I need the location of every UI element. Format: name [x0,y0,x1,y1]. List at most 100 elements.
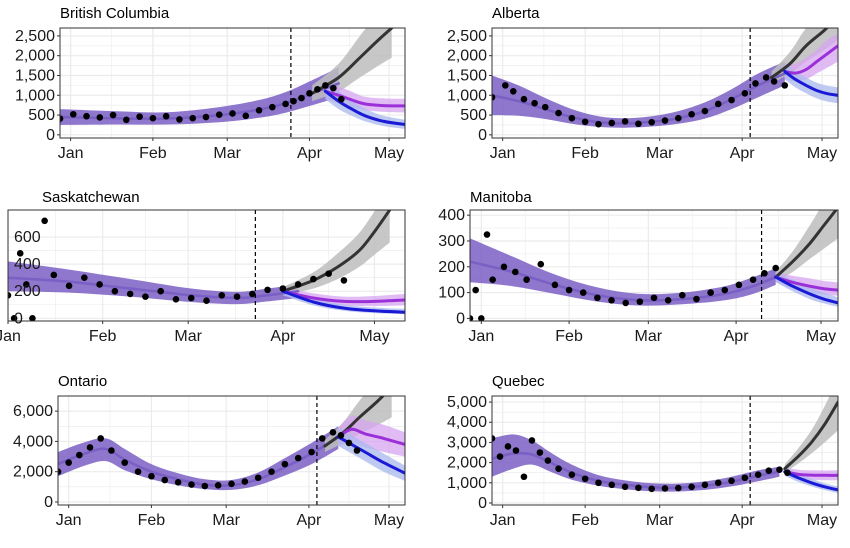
observed-point [776,466,783,473]
line-blue [783,70,838,97]
observed-point [290,97,297,105]
x-tick-label: May [374,145,404,162]
observed-point [635,484,642,492]
y-tick-label: 4,000 [447,414,487,431]
observed-point [608,481,616,489]
observed-point [728,477,735,485]
observed-point [608,119,616,127]
observed-point [294,454,302,462]
plot-content [60,28,405,129]
observed-point [568,114,576,122]
observed-point [8,291,12,299]
observed-point [509,88,517,95]
observed-point [268,468,275,475]
line-purple [783,470,838,477]
x-tick-label: Apr [297,145,323,162]
y-tick-label: 500 [460,107,487,124]
observed-point [298,94,305,102]
band-fit [492,61,785,128]
x-tick-label: Mar [213,145,241,162]
y-tick-label: 100 [438,285,465,302]
panel-title: British Columbia [60,5,170,22]
x-tick-label: May [806,328,836,345]
observed-point [322,82,329,89]
panel-5: Quebec 0 1,000 2,000 3,000 4,000 5,000 Jan Feb Ma… [447,373,839,529]
observed-point [76,451,83,459]
observed-point [492,93,496,101]
panel-title: Alberta [492,5,540,22]
observed-point [215,111,223,118]
observed-point [233,293,241,300]
x-tick-label: Feb [571,512,599,529]
panel-border [57,395,406,506]
y-tick-label: 2,000 [15,48,55,65]
x-tick-label: Feb [89,328,117,345]
panel-4: Ontario 0 2,000 4,000 6,000 Jan Feb Mar Apr May [13,373,406,529]
observed-point [108,447,115,454]
observed-point [60,115,64,122]
observed-point [121,459,129,466]
y-tick-label: 2,500 [447,28,487,45]
line-purple [774,275,838,292]
x-tick-label: Mar [646,512,674,529]
observed-point [148,472,155,480]
observed-point [581,475,589,483]
observed-point [264,286,271,294]
x-tick-label: Jan [56,512,82,529]
x-tick-label: May [807,145,837,162]
observed-point [661,117,669,124]
observed-point [675,484,682,492]
observed-point [282,100,289,108]
panel-1: Alberta 0 500 1,000 1,500 2,000 2,500 Jan Feb Mar… [447,5,839,162]
panel-border [469,209,839,322]
y-tick-label: 300 [438,233,465,250]
y-tick-label: 1,500 [447,67,487,84]
band-blue [325,83,405,129]
observed-point [65,282,73,290]
observed-point [338,95,345,103]
observed-point [65,459,72,466]
observed-point [255,107,263,114]
observed-point [735,281,743,289]
y-tick-label: 200 [14,283,41,300]
observed-point [541,103,549,111]
observed-point [69,110,77,118]
observed-point [111,287,119,295]
panel-title: Ontario [58,373,107,390]
observed-point [675,114,682,122]
observed-point [86,444,94,451]
observed-point [279,285,287,292]
observed-point [242,112,250,120]
observed-point [202,113,210,121]
observed-point [188,481,195,488]
line-black [774,210,838,279]
line-blue [783,470,838,492]
plot-content [470,210,838,321]
line-blue [281,289,405,314]
y-tick-label: 200 [438,259,465,276]
x-tick-label: May [807,512,837,529]
observed-point [555,465,562,472]
observed-point [149,114,157,122]
observed-point [555,109,562,117]
y-tick-label: 2,000 [13,464,53,481]
observed-point [636,298,644,305]
line-purple [783,44,838,75]
observed-point [581,118,589,126]
line-purple [281,289,405,304]
observed-point [701,107,709,115]
x-tick-label: Feb [555,328,583,345]
panel-border [491,27,839,139]
observed-point [622,299,629,307]
observed-point [214,482,222,489]
observed-point [749,276,757,283]
observed-point [41,217,48,225]
observed-point [688,483,695,491]
band-black [784,396,838,473]
line-blue [774,275,838,305]
observed-point [329,429,337,436]
plot-content [8,210,405,321]
observed-point [254,474,262,482]
observed-point [162,112,170,120]
y-tick-label: 1,000 [447,87,487,104]
